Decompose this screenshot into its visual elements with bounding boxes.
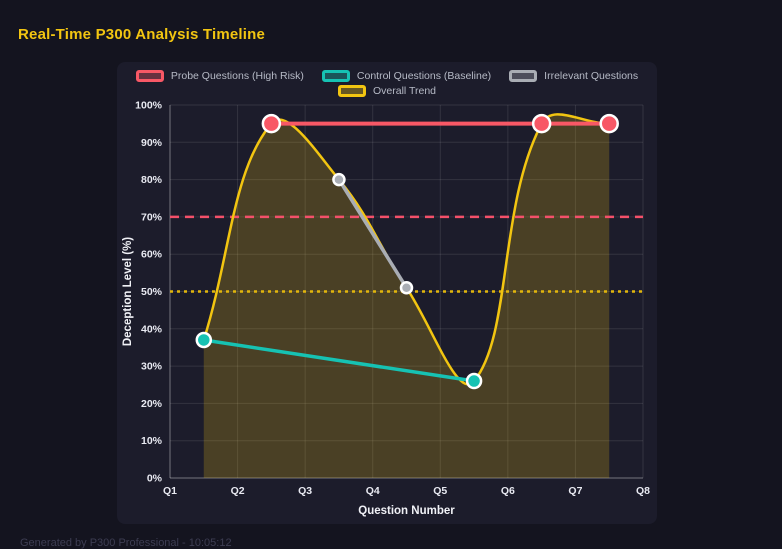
svg-text:100%: 100% xyxy=(135,100,163,112)
legend-item-probe-questions-high-risk[interactable]: Probe Questions (High Risk) xyxy=(135,70,304,82)
svg-text:Q2: Q2 xyxy=(231,485,245,497)
svg-text:90%: 90% xyxy=(141,137,163,149)
legend-swatch-icon xyxy=(337,85,366,97)
svg-text:50%: 50% xyxy=(141,286,163,298)
legend-item-label: Overall Trend xyxy=(372,85,437,97)
svg-text:Q7: Q7 xyxy=(568,485,582,497)
svg-text:Q1: Q1 xyxy=(163,485,177,497)
svg-text:Q4: Q4 xyxy=(366,485,380,497)
timeline-chart[interactable]: 0% 10% 20% 30% 40% 50% 60% 70% 80% 90% 100% Q1 Q2 Q3 Q… xyxy=(117,62,657,524)
svg-text:60%: 60% xyxy=(141,249,163,261)
chart-panel: Probe Questions (High Risk) Control Quest… xyxy=(117,62,657,524)
svg-text:Q6: Q6 xyxy=(501,485,515,497)
svg-text:Q3: Q3 xyxy=(298,485,312,497)
axis-tick-labels: 0% 10% 20% 30% 40% 50% 60% 70% 80% 90% 100% Q1 Q2 Q3 Q… xyxy=(135,100,650,498)
svg-text:70%: 70% xyxy=(141,211,163,223)
svg-text:Q8: Q8 xyxy=(636,485,650,497)
data-point-control-questions-baseline[interactable] xyxy=(195,331,213,349)
legend-item-label: Irrelevant Questions xyxy=(544,70,639,82)
legend-item-overall-trend[interactable]: Overall Trend xyxy=(337,85,437,97)
legend-item-irrelevant-questions[interactable]: Irrelevant Questions xyxy=(509,70,638,82)
svg-text:10%: 10% xyxy=(141,435,163,447)
svg-text:80%: 80% xyxy=(141,174,163,186)
data-point-probe-questions-high-risk[interactable] xyxy=(261,113,282,134)
trend-area-fill xyxy=(203,114,610,478)
series-line-control-questions-baseline xyxy=(202,338,476,383)
legend-swatch-icon xyxy=(321,70,350,82)
data-point-probe-questions-high-risk[interactable] xyxy=(599,113,619,134)
data-point-irrelevant-questions[interactable] xyxy=(399,281,414,295)
svg-text:40%: 40% xyxy=(141,323,163,335)
legend-row: Probe Questions (High Risk) Control Quest… xyxy=(135,70,638,82)
svg-text:0%: 0% xyxy=(147,473,163,485)
legend-swatch-icon xyxy=(135,70,164,82)
data-point-probe-questions-high-risk[interactable] xyxy=(531,113,552,134)
legend-item-control-questions-baseline[interactable]: Control Questions (Baseline) xyxy=(321,70,492,82)
legend-item-label: Probe Questions (High Risk) xyxy=(170,70,304,82)
svg-text:20%: 20% xyxy=(141,398,163,410)
footer-text: Generated by P300 Professional - 10:05:1… xyxy=(20,537,232,549)
legend-swatch-icon xyxy=(509,70,538,82)
data-point-irrelevant-questions[interactable] xyxy=(332,172,346,187)
y-axis-title: Deception Level (%) xyxy=(122,237,134,346)
chart-legend: Probe Questions (High Risk) Control Quest… xyxy=(117,70,657,97)
x-axis-title: Question Number xyxy=(358,505,455,517)
legend-item-label: Control Questions (Baseline) xyxy=(356,70,492,82)
data-point-control-questions-baseline[interactable] xyxy=(465,372,483,390)
svg-text:Q5: Q5 xyxy=(433,485,447,497)
legend-row: Overall Trend xyxy=(337,85,437,97)
svg-text:30%: 30% xyxy=(141,361,163,373)
page-title: Real-Time P300 Analysis Timeline xyxy=(18,26,266,43)
series-line-irrelevant-questions xyxy=(337,177,409,290)
